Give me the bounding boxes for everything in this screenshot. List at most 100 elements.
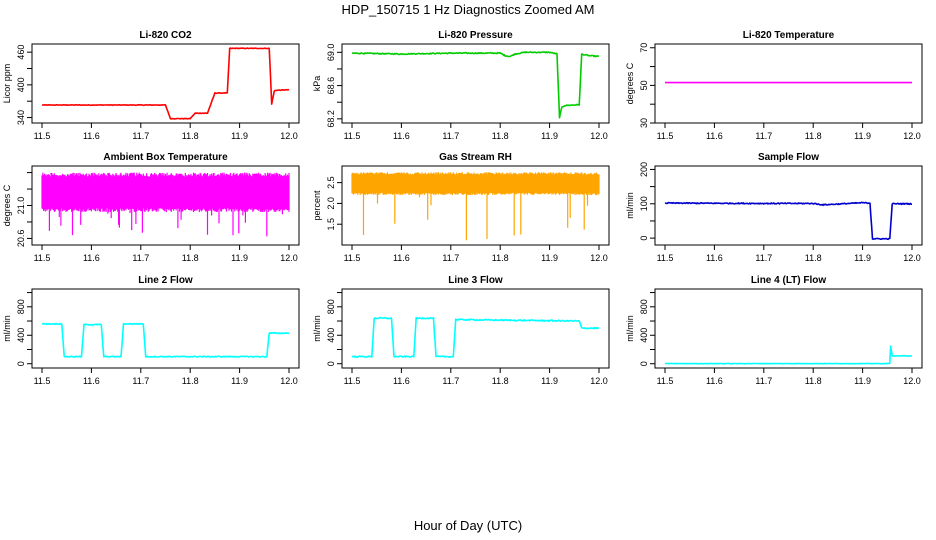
- x-tick-label: 11.8: [492, 253, 509, 263]
- y-tick-label: 100: [639, 196, 649, 211]
- series-line: [41, 172, 290, 237]
- x-tick-label: 12.0: [590, 376, 608, 386]
- panel-3: Li-820 Temperature degrees C 11.5 11.6 11.7 1…: [625, 30, 923, 141]
- series-line: [351, 51, 600, 119]
- y-tick-label: 68.2: [326, 110, 336, 128]
- y-axis-label: ml/min: [312, 315, 322, 342]
- plot-frame: [341, 43, 610, 124]
- y-axis-label: Licor ppm: [2, 64, 12, 104]
- plot-frame: [341, 288, 610, 369]
- panel-title: Li-820 Temperature: [743, 30, 835, 41]
- y-tick-label: 400: [639, 328, 649, 343]
- y-tick-label: 340: [16, 110, 26, 125]
- series-line: [664, 201, 912, 241]
- x-tick-label: 12.0: [903, 253, 921, 263]
- x-tick-label: 11.7: [132, 253, 149, 263]
- y-tick-label: 400: [326, 328, 336, 343]
- y-axis-label: degrees C: [2, 184, 12, 226]
- x-tick-label: 11.5: [34, 253, 51, 263]
- panel-5: Gas Stream RH percent 11.5 11.6 11.7 11.8 11.9…: [312, 152, 610, 263]
- y-tick-label: 2.0: [326, 197, 336, 210]
- y-tick-label: 800: [326, 299, 336, 314]
- plot-frame: [654, 165, 923, 246]
- y-tick-label: 70: [639, 43, 649, 53]
- x-tick-label: 11.5: [344, 131, 361, 141]
- series-line: [351, 316, 600, 358]
- panel-title: Line 4 (LT) Flow: [751, 275, 827, 286]
- x-tick-label: 11.6: [393, 253, 410, 263]
- y-tick-label: 800: [16, 299, 26, 314]
- x-tick-label: 11.9: [854, 131, 871, 141]
- x-tick-label: 11.9: [231, 131, 248, 141]
- x-tick-label: 12.0: [280, 376, 298, 386]
- y-tick-label: 30: [639, 118, 649, 128]
- panel-9: Line 4 (LT) Flow ml/min 11.5 11.6 11.7 11.8 11…: [625, 275, 923, 386]
- x-axis-caption: Hour of Day (UTC): [413, 518, 523, 533]
- y-tick-label: 0: [639, 236, 649, 241]
- x-tick-label: 11.8: [182, 253, 199, 263]
- panel-2: Li-820 Pressure kPa 11.5 11.6 11.7 11.8 11.9 12…: [312, 30, 610, 141]
- y-tick-label: 400: [16, 328, 26, 343]
- x-tick-label: 12.0: [590, 131, 608, 141]
- y-tick-label: 200: [639, 162, 649, 177]
- plot-frame: [341, 165, 610, 246]
- x-tick-label: 11.8: [492, 131, 509, 141]
- y-tick-label: 0: [16, 361, 26, 366]
- plot-frame: [31, 43, 300, 124]
- x-tick-label: 11.5: [344, 376, 361, 386]
- y-tick-label: 400: [16, 77, 26, 92]
- y-axis-label: ml/min: [625, 192, 635, 219]
- y-axis-label: percent: [312, 190, 322, 221]
- panel-title: Gas Stream RH: [439, 152, 512, 163]
- y-tick-label: 800: [639, 299, 649, 314]
- panel-title: Li-820 Pressure: [438, 30, 513, 41]
- panel-1: Li-820 CO2 Licor ppm 11.5 11.6 11.7 11.8 11.9 1…: [2, 30, 300, 141]
- x-tick-label: 11.9: [231, 253, 248, 263]
- series-line: [41, 322, 290, 358]
- x-tick-label: 12.0: [280, 253, 298, 263]
- y-tick-label: 0: [639, 361, 649, 366]
- x-tick-label: 11.8: [492, 376, 509, 386]
- x-tick-label: 11.7: [755, 131, 772, 141]
- panel-title: Line 3 Flow: [448, 275, 503, 286]
- x-tick-label: 11.7: [132, 376, 149, 386]
- x-tick-label: 11.6: [393, 131, 410, 141]
- series-line: [351, 172, 600, 241]
- panel-8: Line 3 Flow ml/min 11.5 11.6 11.7 11.8 11.9 12.…: [312, 275, 610, 386]
- x-tick-label: 11.8: [805, 253, 822, 263]
- x-tick-label: 11.6: [83, 376, 100, 386]
- x-tick-label: 12.0: [903, 131, 921, 141]
- x-tick-label: 12.0: [280, 131, 298, 141]
- y-axis-label: degrees C: [625, 62, 635, 104]
- series-line: [664, 345, 912, 365]
- y-tick-label: 1.5: [326, 218, 336, 231]
- figure-title: HDP_150715 1 Hz Diagnostics Zoomed AM: [341, 2, 595, 17]
- x-tick-label: 11.7: [442, 253, 459, 263]
- panel-title: Sample Flow: [758, 152, 819, 163]
- plot-frame: [31, 288, 300, 369]
- y-tick-label: 50: [639, 80, 649, 90]
- x-tick-label: 11.7: [442, 376, 459, 386]
- y-axis-label: ml/min: [2, 315, 12, 342]
- x-tick-label: 11.5: [34, 376, 51, 386]
- x-tick-label: 11.7: [755, 376, 772, 386]
- x-tick-label: 11.8: [182, 131, 199, 141]
- y-tick-label: 69.0: [326, 44, 336, 62]
- x-tick-label: 11.5: [657, 376, 674, 386]
- x-tick-label: 11.9: [541, 131, 558, 141]
- x-tick-label: 11.5: [344, 253, 361, 263]
- x-tick-label: 11.5: [657, 253, 674, 263]
- y-tick-label: 2.5: [326, 176, 336, 189]
- plot-frame: [654, 288, 923, 369]
- x-tick-label: 11.7: [132, 131, 149, 141]
- x-tick-label: 11.8: [182, 376, 199, 386]
- x-tick-label: 11.9: [854, 376, 871, 386]
- x-tick-label: 11.9: [541, 376, 558, 386]
- panel-title: Ambient Box Temperature: [103, 152, 228, 163]
- y-tick-label: 20.6: [16, 230, 26, 248]
- y-tick-label: 21.0: [16, 197, 26, 215]
- x-tick-label: 11.6: [706, 253, 723, 263]
- x-tick-label: 11.5: [657, 131, 674, 141]
- x-tick-label: 12.0: [903, 376, 921, 386]
